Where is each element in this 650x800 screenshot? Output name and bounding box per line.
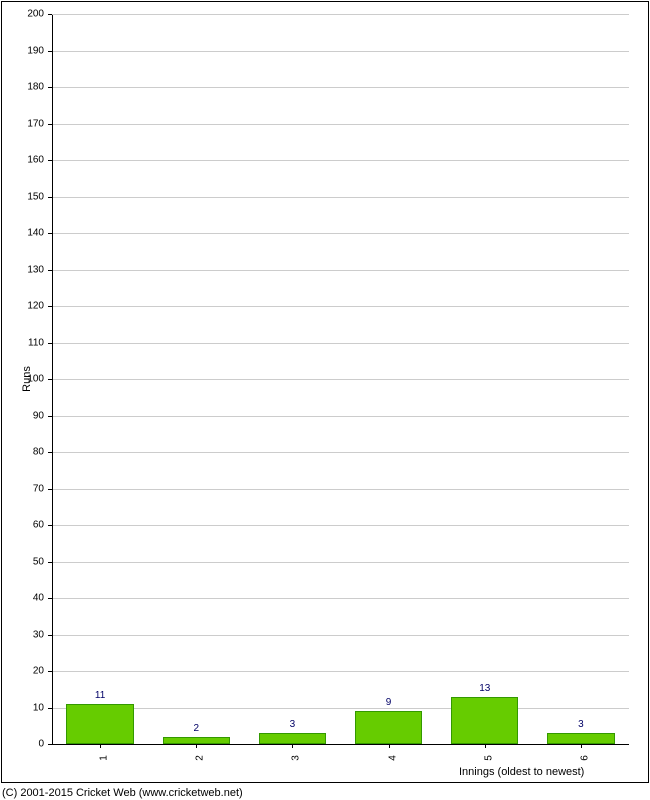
grid-line: [52, 270, 629, 271]
y-tick-label: 130: [4, 264, 44, 275]
bar: [355, 711, 422, 744]
chart-container: 0102030405060708090100110120130140150160…: [0, 0, 650, 800]
copyright-text: (C) 2001-2015 Cricket Web (www.cricketwe…: [2, 787, 243, 799]
bar-value-label: 2: [193, 723, 199, 734]
y-tick-label: 70: [4, 483, 44, 494]
y-tick-label: 0: [4, 739, 44, 750]
y-axis-title: Runs: [21, 366, 33, 392]
x-tick-label: 6: [579, 755, 590, 761]
y-tick-label: 180: [4, 82, 44, 93]
y-tick-label: 60: [4, 520, 44, 531]
bar-value-label: 11: [95, 690, 105, 701]
grid-line: [52, 306, 629, 307]
y-tick-label: 150: [4, 191, 44, 202]
x-tick-label: 3: [291, 755, 302, 761]
grid-line: [52, 379, 629, 380]
y-tick-label: 40: [4, 593, 44, 604]
bar: [259, 733, 326, 744]
y-tick-label: 110: [4, 337, 44, 348]
grid-line: [52, 160, 629, 161]
y-tick-label: 50: [4, 556, 44, 567]
x-tick: [100, 744, 101, 748]
y-tick-label: 20: [4, 666, 44, 677]
bar: [66, 704, 133, 744]
bar-value-label: 3: [290, 719, 296, 730]
bar: [451, 697, 518, 744]
y-tick-label: 200: [4, 9, 44, 20]
grid-line: [52, 489, 629, 490]
x-tick-label: 1: [99, 755, 110, 761]
y-tick-label: 80: [4, 447, 44, 458]
grid-line: [52, 452, 629, 453]
plot-area: 0102030405060708090100110120130140150160…: [52, 14, 629, 744]
bar: [547, 733, 614, 744]
grid-line: [52, 51, 629, 52]
y-tick-label: 10: [4, 702, 44, 713]
grid-line: [52, 671, 629, 672]
y-tick-label: 160: [4, 155, 44, 166]
x-tick: [581, 744, 582, 748]
grid-line: [52, 598, 629, 599]
bar-value-label: 13: [479, 683, 490, 694]
grid-line: [52, 635, 629, 636]
x-tick: [389, 744, 390, 748]
grid-line: [52, 525, 629, 526]
bar: [163, 737, 230, 744]
y-tick-label: 170: [4, 118, 44, 129]
y-tick-label: 190: [4, 45, 44, 56]
y-tick-label: 30: [4, 629, 44, 640]
grid-line: [52, 233, 629, 234]
top-grid: [52, 14, 629, 15]
x-tick-label: 5: [483, 755, 494, 761]
y-tick-label: 90: [4, 410, 44, 421]
x-tick: [485, 744, 486, 748]
grid-line: [52, 197, 629, 198]
x-tick: [292, 744, 293, 748]
y-tick-label: 140: [4, 228, 44, 239]
x-tick-label: 4: [387, 755, 398, 761]
bar-value-label: 3: [578, 719, 584, 730]
grid-line: [52, 708, 629, 709]
grid-line: [52, 562, 629, 563]
x-tick: [196, 744, 197, 748]
grid-line: [52, 87, 629, 88]
y-tick-label: 120: [4, 301, 44, 312]
x-tick-label: 2: [195, 755, 206, 761]
bar-value-label: 9: [386, 697, 392, 708]
x-axis: [52, 744, 629, 745]
grid-line: [52, 343, 629, 344]
x-axis-title: Innings (oldest to newest): [459, 766, 584, 778]
grid-line: [52, 124, 629, 125]
y-axis: [52, 14, 53, 744]
grid-line: [52, 416, 629, 417]
